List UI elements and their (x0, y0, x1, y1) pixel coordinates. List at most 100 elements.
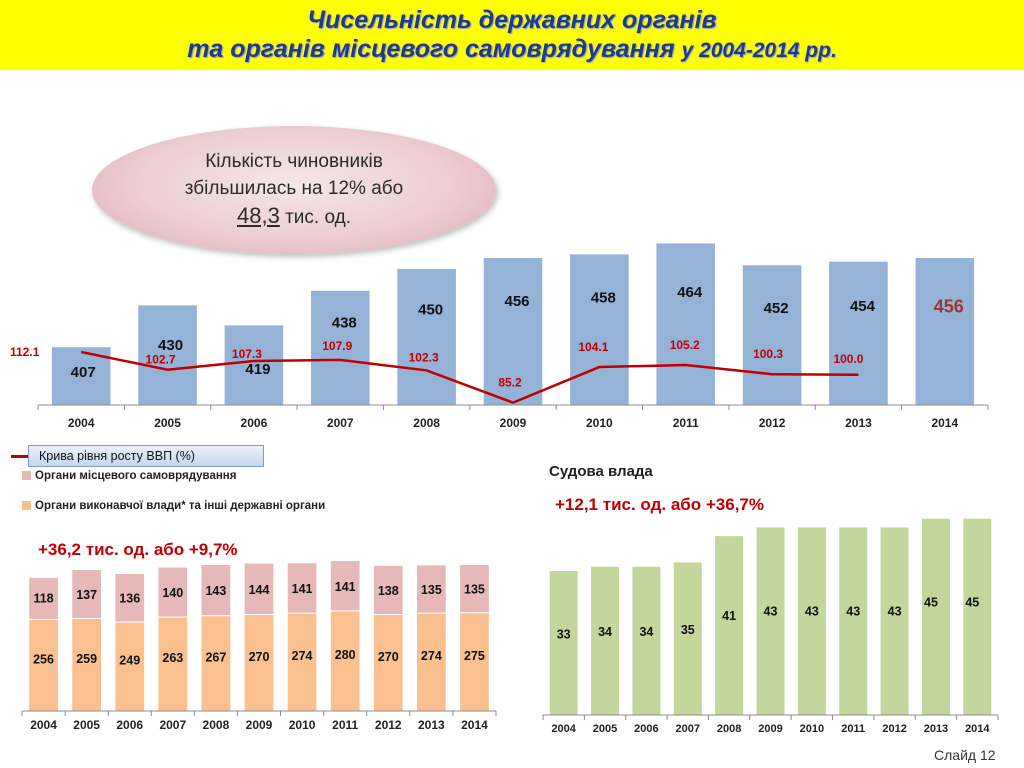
stacked-x-tick-label: 2013 (418, 718, 445, 732)
court-value-label: 43 (805, 604, 819, 618)
local-bar-segment (28, 576, 59, 621)
callout-line-2: збільшилась на 12% або (184, 178, 404, 199)
gdp-legend-line-swatch (11, 455, 28, 458)
bar-value-label: 430 (158, 337, 183, 354)
gdp-value-label: 100.3 (753, 347, 783, 361)
total-bar (396, 267, 457, 406)
stacked-x-tick-label: 2005 (73, 718, 100, 732)
executive-bar-segment (459, 612, 490, 712)
local-value-label: 135 (421, 583, 442, 597)
callout-value: 48,3 (237, 203, 280, 228)
bar-value-label: 456 (504, 293, 529, 310)
title-line-1: Чисельність державних органів (307, 6, 717, 34)
court-x-tick-label: 2013 (924, 723, 948, 735)
callout-line-3: 48,3 тис. од. (92, 202, 496, 231)
court-bar (590, 565, 621, 716)
executive-bar-segment (157, 616, 189, 712)
total-bar (482, 256, 544, 406)
executive-value-label: 274 (292, 649, 313, 663)
court-value-label: 43 (846, 604, 860, 618)
court-x-tick-label: 2012 (882, 723, 906, 735)
local-bar-segment (372, 564, 404, 616)
gdp-value-label: 100.0 (833, 352, 863, 366)
title-bar: Чисельність державних органів та органів… (0, 0, 1024, 70)
callout-unit: тис. од. (285, 207, 351, 228)
x-tick-label: 2008 (413, 416, 440, 430)
local-value-label: 135 (464, 582, 485, 596)
court-x-tick-label: 2011 (841, 723, 865, 735)
gdp-value-label: 85.2 (498, 376, 522, 390)
gdp-growth-line (80, 350, 859, 404)
executive-value-label: 256 (33, 652, 54, 666)
local-value-label: 136 (119, 592, 140, 606)
executive-value-label: 263 (162, 651, 183, 665)
x-tick-label: 2013 (845, 416, 872, 430)
gdp-legend-box: Крива рівня росту ВВП (%) (28, 445, 264, 467)
court-x-tick-label: 2009 (758, 723, 782, 735)
callout-ellipse: Кількість чиновників збільшилась на 12% … (92, 126, 496, 254)
local-value-label: 138 (378, 584, 399, 598)
title-years: у 2004-2014 рр. (681, 39, 837, 62)
local-bar-segment (157, 566, 189, 618)
legend-local: Органи місцевого самоврядування (22, 470, 236, 482)
gdp-value-label: 102.3 (409, 350, 439, 364)
total-bar (828, 260, 889, 406)
court-value-label: 41 (722, 609, 736, 623)
slide-number: Слайд 12 (934, 747, 996, 763)
gdp-value-label: 104.1 (578, 340, 608, 354)
local-bar-segment (200, 564, 232, 617)
local-bar-segment (71, 569, 103, 619)
total-bar (223, 324, 285, 406)
legend-local-swatch (22, 471, 31, 480)
local-value-label: 141 (292, 582, 313, 596)
x-tick-label: 2004 (68, 416, 95, 430)
court-bar (548, 570, 579, 716)
executive-bar-segment (71, 617, 103, 712)
gdp-value-label: 105.2 (670, 338, 700, 352)
x-tick-label: 2010 (586, 416, 613, 430)
bar-value-label: 450 (418, 302, 443, 319)
executive-value-label: 274 (421, 649, 442, 663)
stacked-x-tick-label: 2006 (116, 718, 143, 732)
executive-value-label: 270 (249, 650, 270, 664)
executive-value-label: 280 (335, 648, 356, 662)
bar-value-label: 452 (764, 300, 789, 317)
court-bar (755, 526, 786, 716)
court-x-tick-label: 2004 (551, 723, 576, 735)
court-bar (920, 517, 951, 716)
total-bar (914, 256, 976, 406)
local-value-label: 140 (162, 586, 183, 600)
x-tick-label: 2005 (154, 416, 181, 430)
gdp-value-label: 107.9 (322, 339, 352, 353)
local-value-label: 143 (205, 584, 226, 598)
legend-executive: Органи виконавчої влади* та інші державн… (22, 500, 325, 512)
bar-value-label: 456 (934, 296, 964, 316)
title-line-2: та органів місцевого самоврядування у 20… (0, 35, 1024, 65)
local-value-label: 141 (335, 580, 356, 594)
court-heading: Судова влада (549, 463, 653, 480)
bar-value-label: 438 (332, 315, 357, 332)
local-value-label: 118 (33, 592, 53, 606)
bar-value-label: 454 (850, 298, 876, 315)
court-x-tick-label: 2008 (717, 723, 741, 735)
local-bar-segment (114, 572, 146, 623)
total-bar (309, 289, 371, 406)
gdp-value-label: 107.3 (232, 347, 262, 361)
executive-bar-segment (415, 612, 447, 712)
court-value-label: 34 (598, 625, 612, 639)
gdp-value-label: 102.7 (146, 353, 176, 367)
court-bar (879, 526, 910, 716)
court-bar (962, 517, 993, 716)
court-bar (631, 565, 662, 716)
x-tick-label: 2011 (673, 416, 699, 430)
stacked-x-tick-label: 2007 (159, 718, 186, 732)
x-tick-label: 2014 (931, 416, 958, 430)
court-bar (838, 526, 869, 716)
legend-local-label: Органи місцевого самоврядування (35, 470, 237, 482)
local-bar-segment (329, 560, 361, 612)
bar-value-label: 407 (71, 364, 96, 381)
executive-value-label: 267 (205, 650, 226, 664)
executive-value-label: 259 (76, 652, 97, 666)
x-tick-label: 2007 (327, 416, 354, 430)
stacked-x-tick-label: 2010 (289, 718, 316, 732)
